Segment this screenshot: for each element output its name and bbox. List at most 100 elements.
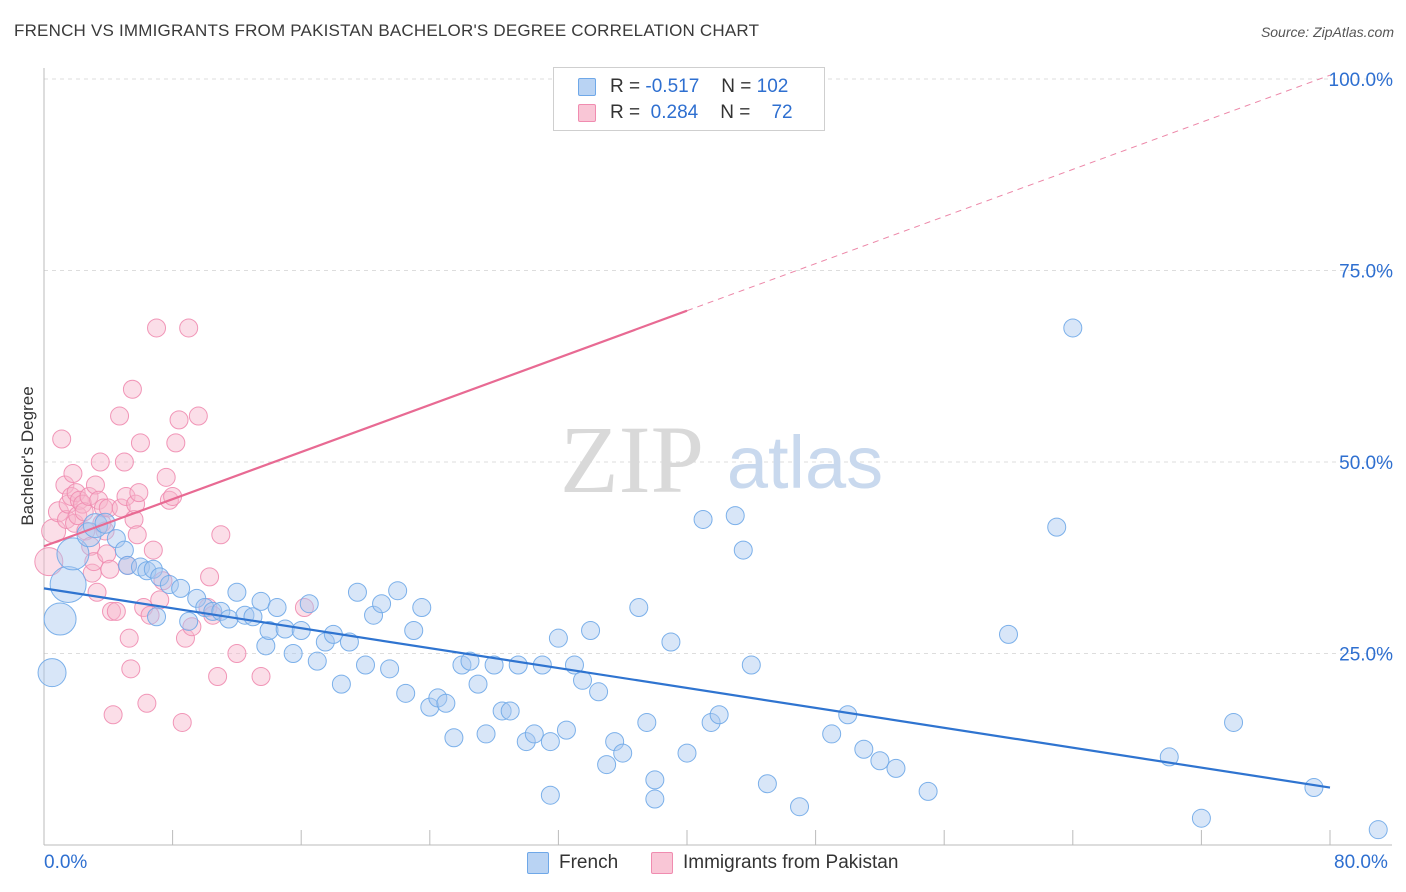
y-tick-label: 75.0%: [1339, 262, 1393, 283]
legend-item-pakistan: Immigrants from Pakistan: [651, 852, 898, 874]
data-point-pakistan: [211, 525, 231, 545]
legend-n-label: N =: [721, 76, 752, 97]
legend-row-pakistan: R = 0.284 N = 72: [578, 101, 793, 125]
data-point-french: [388, 581, 408, 601]
chart-title: FRENCH VS IMMIGRANTS FROM PAKISTAN BACHE…: [14, 21, 760, 40]
data-point-french: [918, 781, 938, 801]
data-point-french: [364, 605, 384, 625]
data-point-pakistan: [137, 693, 157, 713]
data-point-french: [701, 712, 721, 732]
trend-line-pakistan: [43, 309, 688, 548]
data-point-french: [283, 644, 303, 663]
data-point-french: [179, 611, 199, 631]
series-pakistan-points: [34, 67, 627, 732]
data-point-pakistan: [130, 433, 150, 453]
data-point-pakistan: [188, 406, 208, 426]
data-point-french: [267, 598, 287, 618]
data-point-french: [1063, 318, 1083, 338]
gridlines: [44, 78, 1392, 654]
data-point-pakistan: [90, 452, 110, 472]
data-point-pakistan: [103, 705, 123, 725]
data-point-french: [693, 509, 713, 529]
legend-swatch-pakistan: [578, 104, 596, 122]
data-point-pakistan: [122, 379, 142, 399]
data-point-pakistan: [169, 410, 189, 430]
data-point-french: [540, 732, 560, 752]
x-axis-max-label: 80.0%: [1334, 852, 1388, 873]
data-point-french: [645, 770, 665, 790]
data-point-pakistan: [116, 486, 136, 506]
data-point-pakistan: [121, 659, 141, 679]
data-point-french: [613, 743, 633, 763]
data-point-french: [331, 674, 351, 694]
data-point-french: [556, 720, 576, 740]
data-point-french: [725, 506, 745, 526]
data-point-french: [709, 705, 729, 725]
data-point-french: [573, 670, 593, 690]
data-point-french: [259, 621, 279, 641]
legend-n-label: N =: [720, 102, 751, 123]
data-point-french: [227, 582, 247, 602]
data-point-french: [524, 724, 544, 744]
data-point-french: [1304, 778, 1324, 798]
data-point-french: [500, 701, 520, 721]
data-point-french: [347, 582, 367, 602]
data-point-pakistan: [166, 433, 186, 453]
data-point-french: [1368, 820, 1388, 840]
data-point-french: [171, 578, 191, 598]
data-point-french: [251, 591, 271, 611]
data-point-french: [508, 655, 528, 675]
data-point-french: [548, 628, 568, 648]
data-point-pakistan: [200, 567, 220, 587]
data-point-french: [757, 774, 777, 794]
data-point-pakistan: [110, 406, 130, 426]
legend-label-french: French: [559, 852, 619, 873]
data-point-french: [589, 682, 609, 702]
data-point-french: [275, 619, 295, 639]
data-point-french: [150, 567, 170, 587]
data-point-pakistan: [208, 666, 228, 686]
data-point-pakistan: [127, 525, 147, 545]
watermark: ZIP atlas: [560, 406, 883, 513]
data-point-french: [372, 594, 392, 614]
legend-swatch-pakistan: [651, 852, 673, 874]
data-point-french: [476, 724, 496, 744]
data-point-pakistan: [106, 601, 126, 621]
data-point-french: [870, 751, 890, 771]
trend-line-french: [43, 587, 1331, 789]
data-point-pakistan: [129, 483, 149, 503]
data-point-french: [1224, 712, 1244, 732]
data-point-pakistan: [227, 644, 247, 663]
data-point-pakistan: [119, 628, 139, 648]
data-point-french: [484, 655, 504, 675]
legend-n-value: 72: [771, 102, 793, 123]
data-point-pakistan: [79, 486, 99, 506]
data-point-french: [661, 632, 681, 652]
data-point-french: [1047, 517, 1067, 537]
data-point-french: [106, 529, 126, 549]
y-tick-label: 100.0%: [1329, 70, 1394, 91]
data-point-french: [581, 621, 601, 641]
trend-line-pakistan-extrapolated: [686, 74, 1331, 312]
data-point-french: [159, 575, 179, 595]
data-point-french: [540, 785, 560, 805]
data-point-french: [37, 658, 67, 688]
data-point-pakistan: [55, 475, 75, 495]
data-point-french: [436, 693, 456, 713]
data-point-french: [114, 540, 134, 560]
data-point-pakistan: [52, 429, 72, 449]
data-point-french: [339, 632, 359, 652]
data-point-pakistan: [172, 712, 192, 732]
data-point-pakistan: [175, 628, 195, 648]
data-point-pakistan: [73, 494, 93, 514]
data-point-pakistan: [182, 617, 202, 637]
data-point-french: [1191, 808, 1211, 828]
legend-label-pakistan: Immigrants from Pakistan: [683, 852, 899, 873]
data-point-pakistan: [140, 605, 160, 625]
data-point-french: [629, 598, 649, 618]
correlation-legend: R = -0.517 N = 102 R = 0.284 N = 72: [553, 67, 825, 131]
data-point-french: [597, 755, 617, 775]
data-point-french: [412, 598, 432, 618]
data-point-pakistan: [63, 463, 83, 483]
